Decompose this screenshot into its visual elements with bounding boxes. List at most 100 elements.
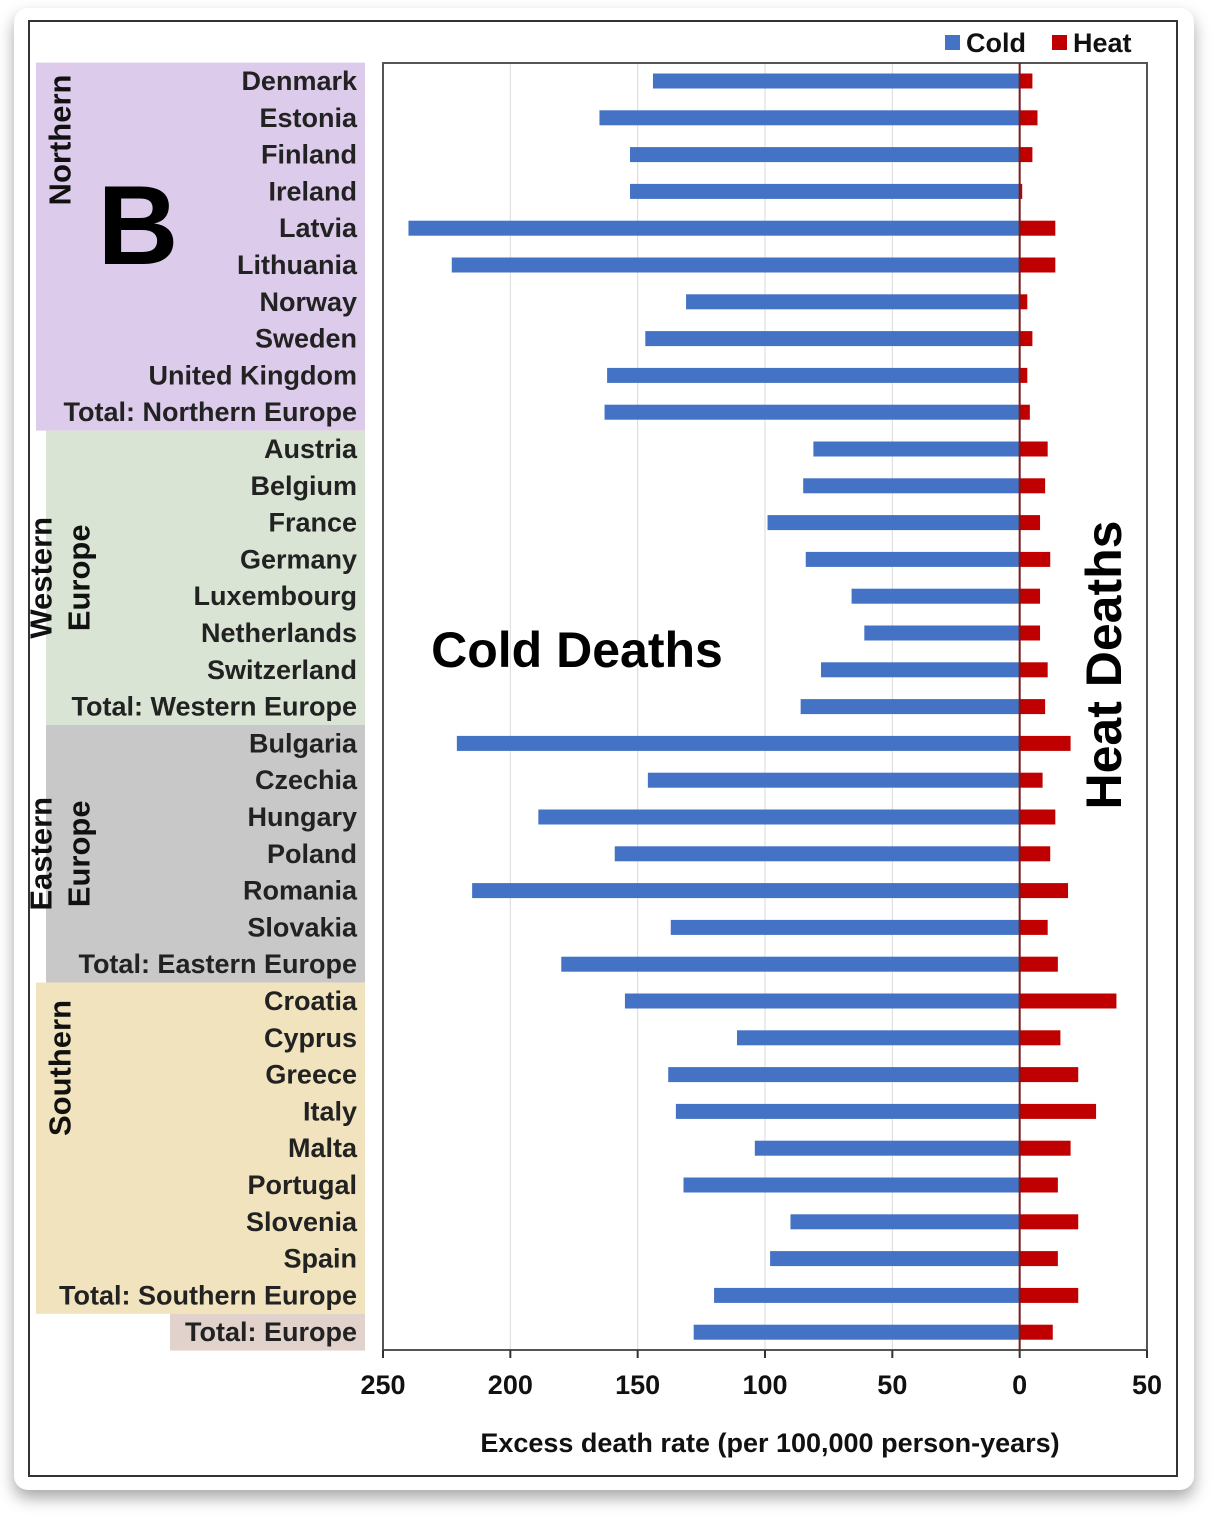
category-label: Germany <box>240 544 357 574</box>
heat-bar <box>1019 551 1051 567</box>
category-label: Spain <box>283 1244 357 1274</box>
x-axis-label: Excess death rate (per 100,000 person-ye… <box>480 1428 1059 1458</box>
category-label: Austria <box>264 434 358 464</box>
heat-bar <box>1019 404 1030 420</box>
cold-bar <box>472 883 1020 899</box>
heat-bar <box>1019 478 1046 494</box>
category-label: Portugal <box>247 1170 357 1200</box>
cold-bar <box>767 515 1020 531</box>
heat-bar <box>1019 588 1041 604</box>
x-tick-label: 0 <box>1012 1370 1027 1400</box>
heat-bar <box>1019 1177 1058 1193</box>
cold-bar <box>668 1067 1020 1083</box>
cold-bar <box>561 956 1020 972</box>
heat-bar <box>1019 772 1043 788</box>
category-label: Total: Southern Europe <box>59 1280 357 1310</box>
category-label: Norway <box>259 287 357 317</box>
category-label: Switzerland <box>207 655 357 685</box>
cold-bar <box>451 257 1020 273</box>
cold-bar <box>647 772 1020 788</box>
category-label: Slovakia <box>247 912 358 942</box>
category-label: Belgium <box>250 471 357 501</box>
cold-bar <box>604 404 1020 420</box>
heat-bar <box>1019 1030 1061 1046</box>
heat-bar <box>1019 367 1028 383</box>
heat-bar <box>1019 883 1069 899</box>
cold-bar <box>800 699 1020 715</box>
region-label: Europe <box>62 800 97 907</box>
category-label: Estonia <box>259 103 358 133</box>
x-tick-label: 250 <box>360 1370 405 1400</box>
x-tick-label: 100 <box>742 1370 787 1400</box>
cold-bar <box>714 1287 1020 1303</box>
heat-bar <box>1019 441 1048 457</box>
legend-swatch <box>1052 35 1067 50</box>
bars <box>408 73 1117 1340</box>
category-label: Denmark <box>241 66 358 96</box>
heat-bar <box>1019 809 1056 825</box>
cold-bar <box>408 220 1020 236</box>
cold-bar <box>851 588 1020 604</box>
region-background <box>46 725 365 983</box>
legend-label: Cold <box>966 28 1026 58</box>
cold-bar <box>614 846 1020 862</box>
heat-bar <box>1019 1103 1097 1119</box>
legend-swatch <box>945 35 960 50</box>
heat-bar <box>1019 73 1033 89</box>
heat-bar <box>1019 699 1046 715</box>
cold-bar <box>599 110 1020 126</box>
category-label: Luxembourg <box>193 581 357 611</box>
category-label: Malta <box>288 1133 358 1163</box>
region-background <box>170 1313 365 1351</box>
category-label: Finland <box>261 140 357 170</box>
panel-letter: B <box>98 163 179 288</box>
cold-bar <box>683 1177 1020 1193</box>
cold-bar <box>686 294 1020 310</box>
heat-bar <box>1019 1287 1079 1303</box>
category-label: Italy <box>303 1096 357 1126</box>
cold-bar <box>693 1324 1020 1340</box>
heat-deaths-annotation: Heat Deaths <box>1076 521 1132 810</box>
x-axis-ticks: 250 200 150 100 50 0 50 <box>360 1350 1162 1400</box>
cold-bar <box>652 73 1020 89</box>
heat-bar <box>1019 1251 1058 1267</box>
cold-bar <box>864 625 1020 641</box>
cold-bar <box>813 441 1020 457</box>
category-label: Ireland <box>268 176 357 206</box>
heat-bar <box>1019 220 1056 236</box>
legend-label: Heat <box>1073 28 1132 58</box>
region-label: Northern <box>43 75 78 206</box>
region-background <box>36 982 365 1314</box>
cold-bar <box>456 735 1020 751</box>
cold-bar <box>645 331 1020 347</box>
category-labels: Denmark Estonia Finland Ireland Latvia Lithua… <box>59 66 358 1347</box>
category-label: Netherlands <box>201 618 357 648</box>
region-label: Europe <box>62 524 97 631</box>
heat-bar <box>1019 515 1041 531</box>
heat-bar <box>1019 662 1048 678</box>
cold-bar <box>770 1251 1020 1267</box>
cold-bar <box>675 1103 1020 1119</box>
cold-bar <box>805 551 1020 567</box>
figure-frame <box>28 20 1178 1477</box>
region-backgrounds <box>36 62 365 1351</box>
heat-bar <box>1019 993 1117 1009</box>
category-label: Slovenia <box>246 1207 358 1237</box>
x-tick-label: 200 <box>488 1370 533 1400</box>
cold-bar <box>670 919 1020 935</box>
category-label: Romania <box>243 876 358 906</box>
cold-bar <box>607 367 1020 383</box>
cold-bar <box>630 183 1020 199</box>
cold-bar <box>790 1214 1020 1230</box>
category-label: Lithuania <box>237 250 358 280</box>
heat-bar <box>1019 1214 1079 1230</box>
category-label: Bulgaria <box>249 728 358 758</box>
region-label: Western <box>24 517 59 639</box>
category-label: Greece <box>265 1060 357 1090</box>
category-label: Total: Europe <box>185 1317 357 1347</box>
heat-bar <box>1019 1067 1079 1083</box>
category-label: Sweden <box>255 324 357 354</box>
category-label: United Kingdom <box>149 360 357 390</box>
